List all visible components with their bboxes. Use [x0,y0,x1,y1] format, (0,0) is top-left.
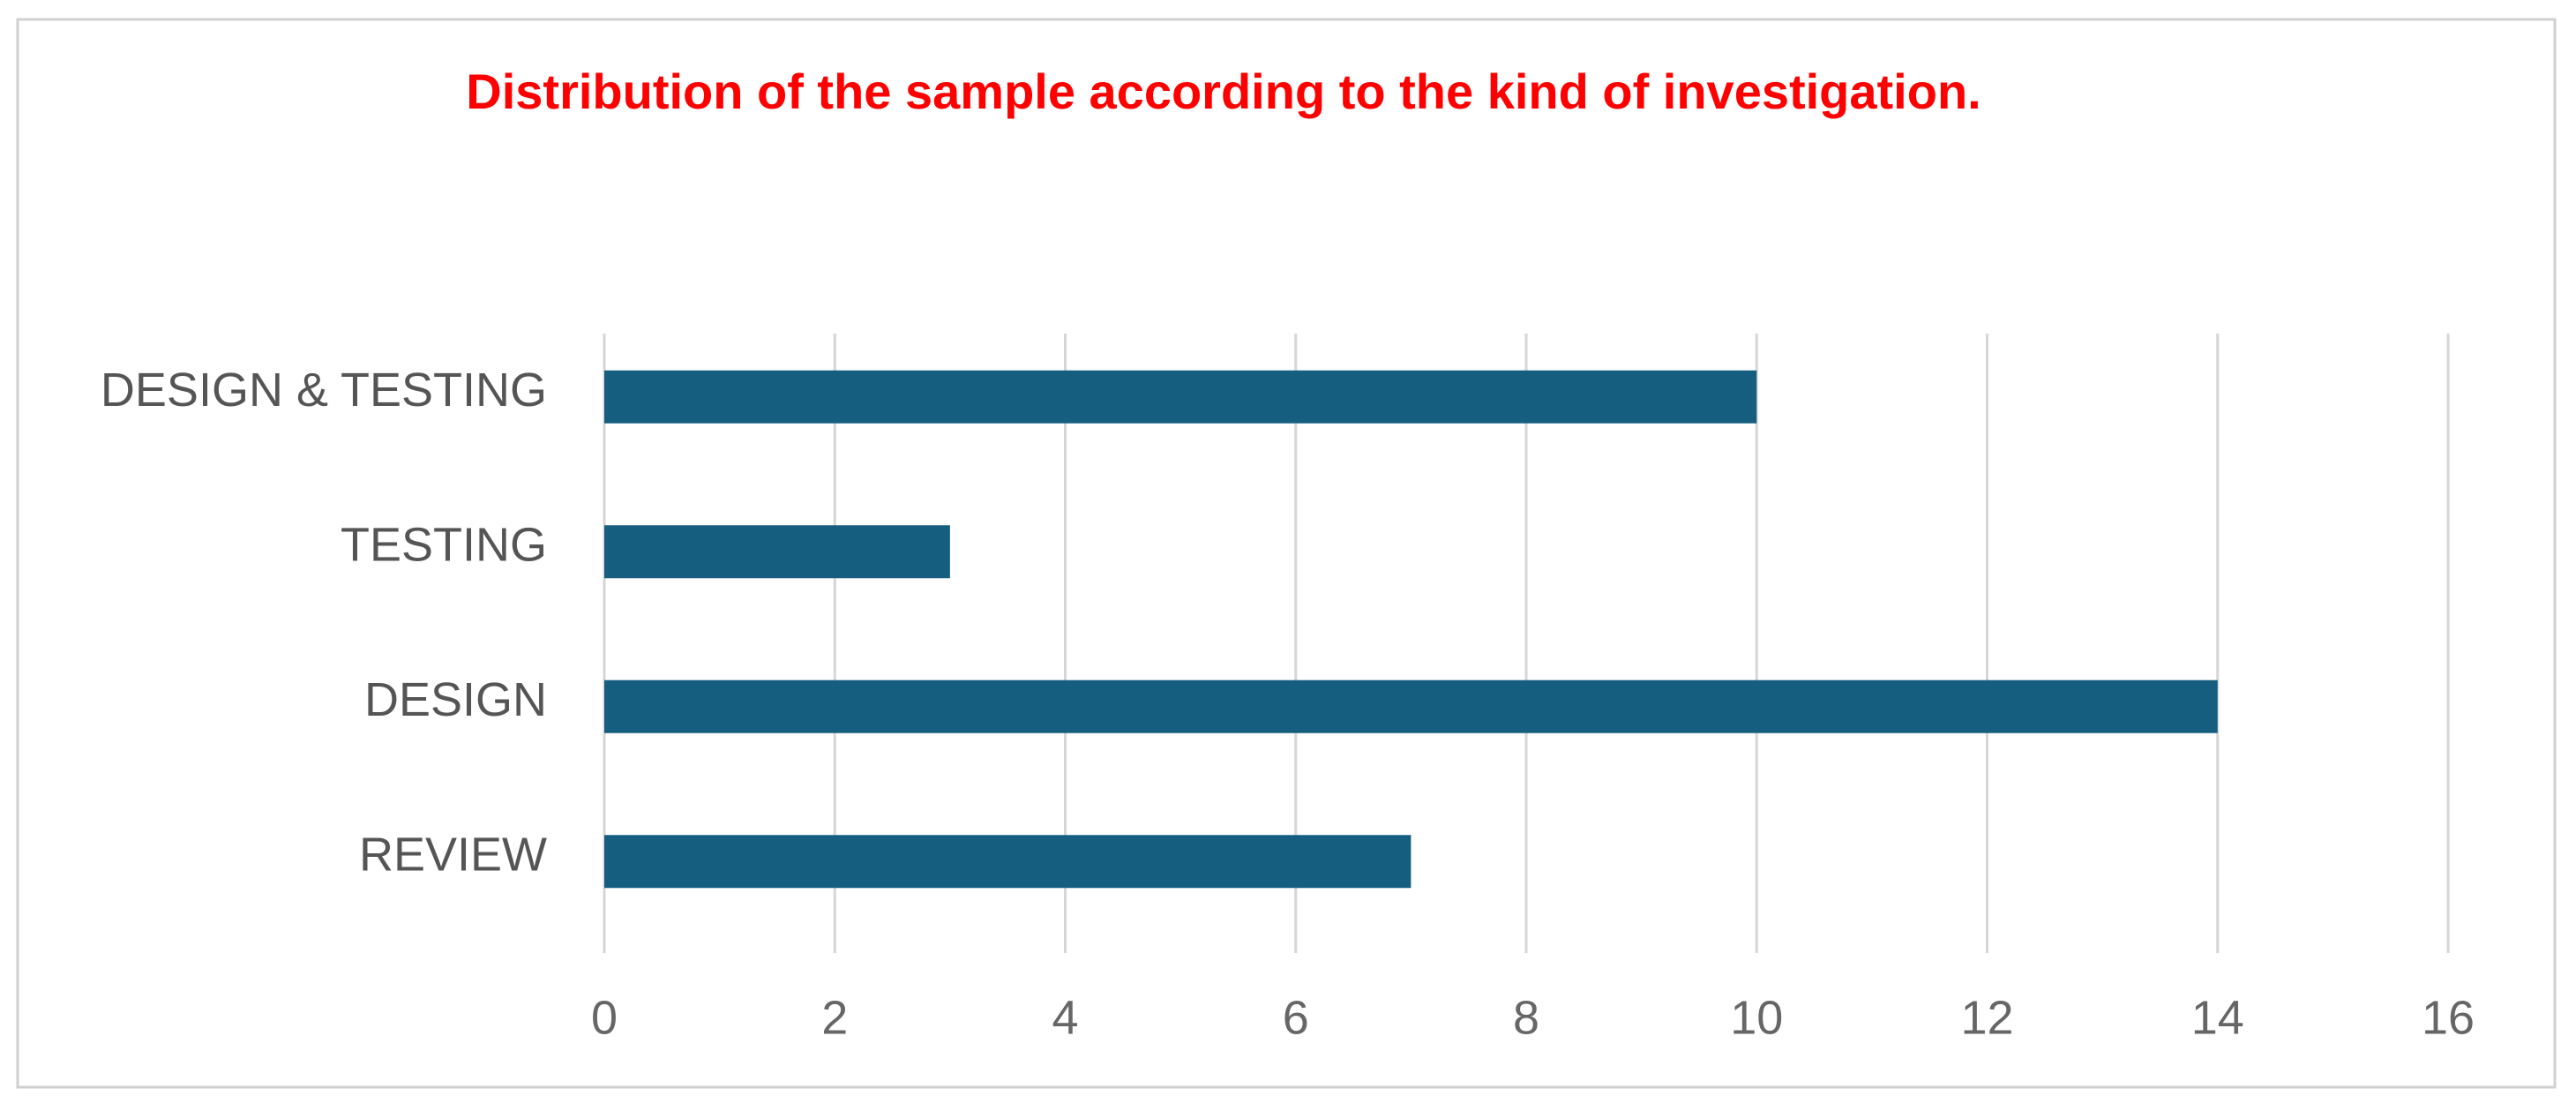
x-tick-label: 8 [1513,991,1539,1044]
y-tick-label: TESTING [341,519,547,572]
bar [604,835,1412,889]
bar [604,525,950,579]
x-tick-label: 2 [821,991,848,1044]
x-tick-label: 16 [2422,991,2475,1044]
bar [604,679,2218,733]
bar [604,370,1757,424]
chart-title: Distribution of the sample according to … [466,64,1981,119]
x-tick-label: 12 [1960,991,2013,1044]
y-tick-label: DESIGN [364,673,547,726]
x-tick-label: 4 [1052,991,1078,1044]
chart-frame [16,18,2557,1089]
y-tick-label: DESIGN & TESTING [101,364,547,417]
x-tick-label: 10 [1730,991,1783,1044]
x-tick-label: 6 [1283,991,1309,1044]
y-tick-label: REVIEW [359,829,547,882]
x-tick-label: 14 [2191,991,2244,1044]
x-tick-label: 0 [591,991,618,1044]
